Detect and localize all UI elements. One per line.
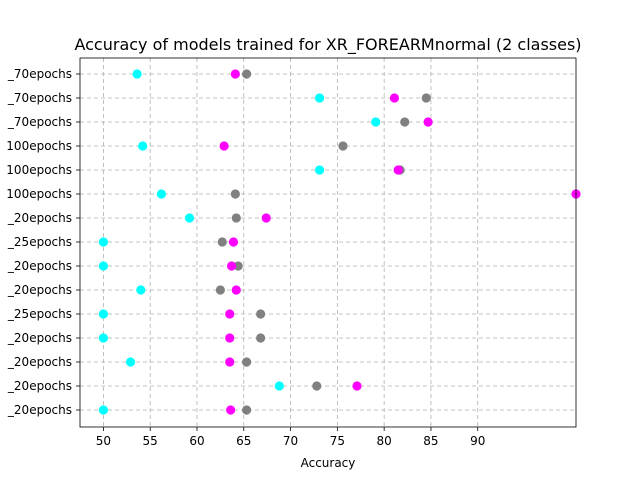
data-point	[261, 213, 271, 223]
y-tick-label: _25epochs	[7, 235, 72, 249]
data-points	[98, 69, 581, 415]
y-tick-layer: _70epochs _70epochs _70epochs 100epochs 100e…	[6, 67, 80, 417]
x-tick-layer: 50 55 60 65 70 75 80 85 90	[96, 427, 485, 448]
x-tick-label: 75	[330, 434, 345, 448]
data-point	[230, 189, 240, 199]
y-tick-label: _20epochs	[7, 379, 72, 393]
y-tick-label: _20epochs	[7, 259, 72, 273]
data-point	[225, 309, 235, 319]
y-tick-label: _70epochs	[7, 67, 72, 81]
data-point	[400, 117, 410, 127]
x-tick-label: 90	[470, 434, 485, 448]
data-point	[98, 237, 108, 247]
data-point	[352, 381, 362, 391]
data-point	[231, 213, 241, 223]
data-point	[125, 357, 136, 367]
x-tick-label: 55	[143, 434, 158, 448]
y-tick-label: _25epochs	[7, 307, 72, 321]
data-point	[241, 69, 252, 79]
data-point	[184, 213, 195, 223]
data-point	[219, 141, 229, 151]
y-tick-label: _20epochs	[7, 403, 72, 417]
data-point	[371, 117, 381, 127]
data-point	[256, 333, 266, 343]
data-point	[225, 333, 235, 343]
x-axis-label: Accuracy	[301, 456, 356, 470]
chart-title: Accuracy of models trained for XR_FOREAR…	[74, 35, 581, 55]
x-tick-label: 70	[283, 434, 298, 448]
x-tick-label: 65	[236, 434, 251, 448]
data-point	[256, 309, 266, 319]
x-tick-label: 80	[377, 434, 392, 448]
data-point	[98, 261, 108, 271]
data-point	[217, 237, 227, 247]
data-point	[389, 93, 400, 103]
data-point	[230, 69, 240, 79]
data-point	[228, 237, 239, 247]
data-point	[98, 333, 108, 343]
grid-layer	[80, 58, 576, 427]
data-point	[98, 309, 108, 319]
x-tick-label: 85	[423, 434, 438, 448]
data-point	[393, 165, 403, 175]
data-point	[423, 117, 433, 127]
y-tick-label: _20epochs	[7, 211, 72, 225]
x-tick-label: 50	[96, 434, 111, 448]
data-point	[138, 141, 148, 151]
data-point	[421, 93, 431, 103]
y-tick-label: _20epochs	[7, 355, 72, 369]
y-tick-label: 100epochs	[6, 187, 72, 201]
y-tick-label: _70epochs	[7, 91, 72, 105]
x-tick-label: 60	[189, 434, 204, 448]
y-tick-label: 100epochs	[6, 163, 72, 177]
data-point	[226, 405, 236, 415]
data-point	[225, 357, 235, 367]
data-point	[274, 381, 284, 391]
data-point	[241, 405, 252, 415]
plot-frame	[79, 57, 577, 428]
y-tick-label: _20epochs	[7, 283, 72, 297]
data-point	[132, 69, 142, 79]
y-tick-label: 100epochs	[6, 139, 72, 153]
data-point	[338, 141, 348, 151]
data-point	[136, 285, 146, 295]
data-point	[241, 357, 252, 367]
data-point	[156, 189, 167, 199]
data-point	[314, 165, 325, 175]
data-point	[314, 93, 325, 103]
data-point	[98, 405, 108, 415]
data-point	[227, 261, 237, 271]
data-point	[215, 285, 225, 295]
data-point	[312, 381, 322, 391]
data-point	[233, 261, 243, 271]
y-tick-label: _20epochs	[7, 331, 72, 345]
data-point	[231, 285, 241, 295]
y-tick-label: _70epochs	[7, 115, 72, 129]
